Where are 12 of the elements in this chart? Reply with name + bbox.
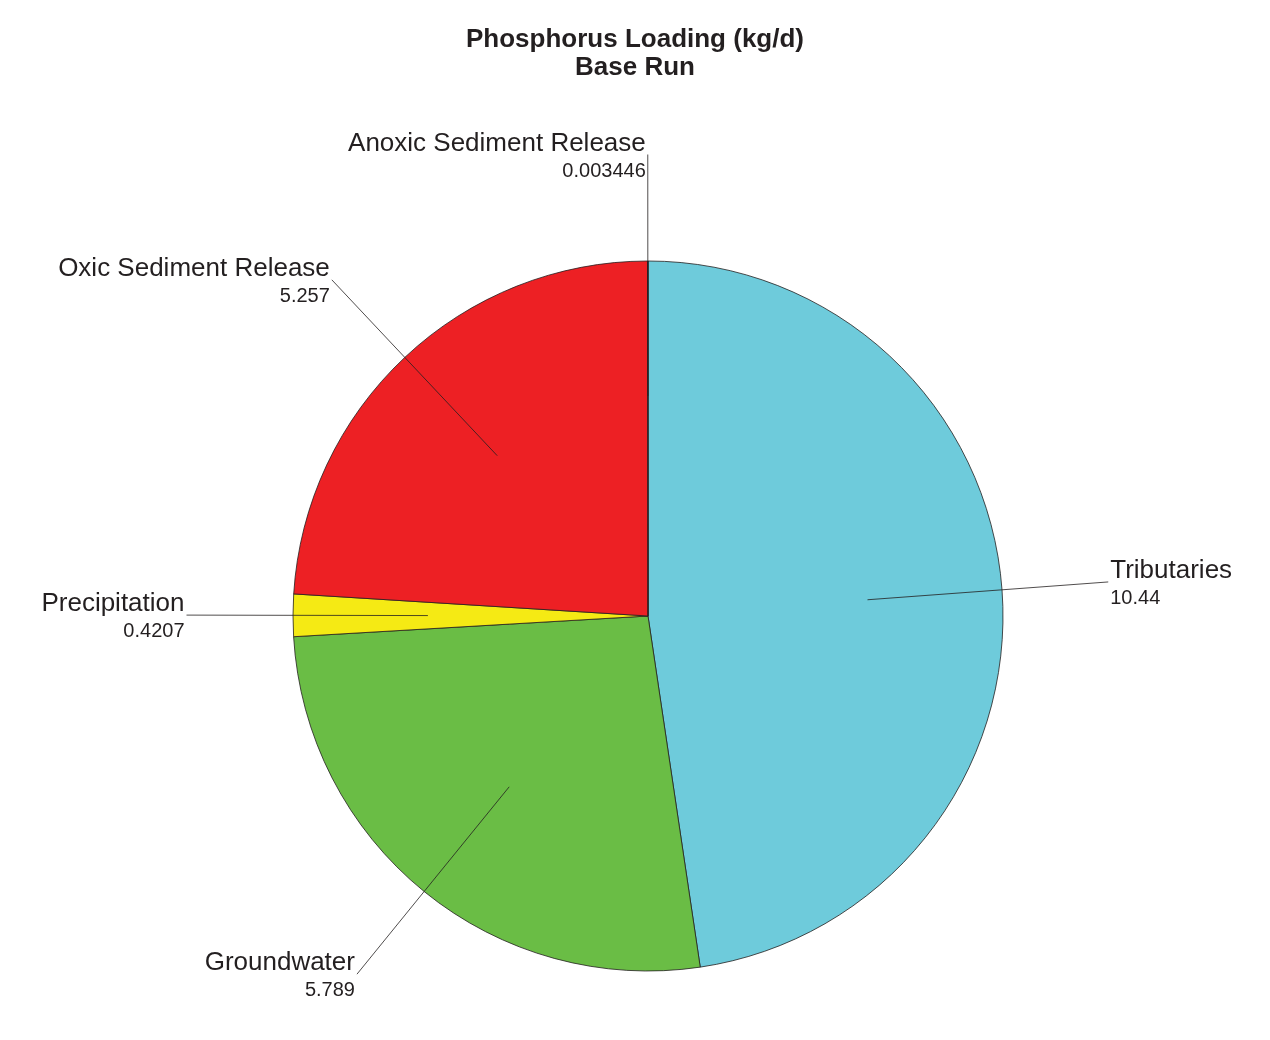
chart-title: Phosphorus Loading (kg/d): [466, 23, 804, 53]
slice-label: Anoxic Sediment Release: [348, 126, 646, 157]
data-label: 5.257: [279, 283, 330, 306]
slice-label: Tributaries: [1110, 553, 1233, 584]
slice-label: Oxic Sediment Release: [58, 251, 330, 282]
data-label: 0.003446: [562, 158, 646, 181]
data-label: 5.789: [304, 978, 355, 1001]
slice-label: Groundwater: [204, 946, 356, 977]
slice-label: Precipitation: [41, 587, 185, 618]
data-label: 10.44: [1110, 585, 1161, 608]
chart-subtitle: Base Run: [575, 51, 695, 81]
data-label: 0.4207: [123, 619, 185, 642]
